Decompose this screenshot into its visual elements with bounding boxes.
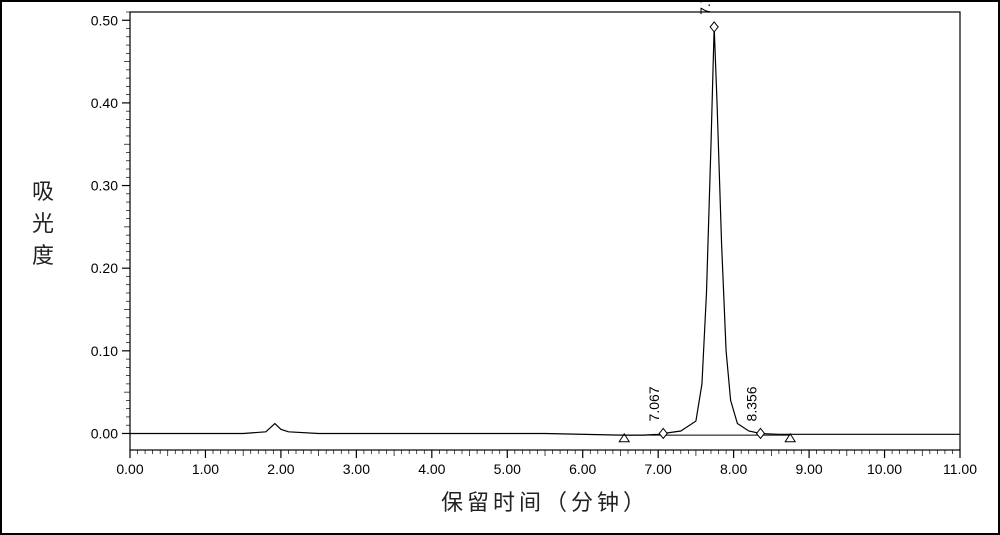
- svg-text:5.00: 5.00: [494, 461, 521, 477]
- svg-text:7.00: 7.00: [645, 461, 672, 477]
- svg-text:0.30: 0.30: [91, 178, 118, 194]
- svg-text:9.00: 9.00: [795, 461, 822, 477]
- svg-text:光: 光: [32, 211, 58, 236]
- svg-text:0.20: 0.20: [91, 260, 118, 276]
- peak-labels: 7.067 7.742 8.356: [646, 0, 764, 438]
- svg-text:度: 度: [32, 243, 58, 268]
- svg-text:8.00: 8.00: [720, 461, 747, 477]
- y-axis-minor-ticks: [124, 12, 130, 425]
- svg-text:7.742: 7.742: [697, 0, 713, 15]
- svg-text:4.00: 4.00: [418, 461, 445, 477]
- svg-text:10.00: 10.00: [867, 461, 902, 477]
- x-axis-minor-ticks: [138, 450, 953, 456]
- chromatogram-trace: [130, 27, 960, 435]
- svg-text:6.00: 6.00: [569, 461, 596, 477]
- svg-text:3.00: 3.00: [343, 461, 370, 477]
- svg-text:吸: 吸: [32, 179, 58, 204]
- svg-text:8.356: 8.356: [743, 386, 759, 421]
- svg-text:0.50: 0.50: [91, 12, 118, 28]
- svg-text:0.00: 0.00: [116, 461, 143, 477]
- svg-text:0.10: 0.10: [91, 343, 118, 359]
- svg-text:0.00: 0.00: [91, 425, 118, 441]
- chromatogram-chart: 0.00 1.00 2.00 3.00 4.00 5.00 6.00 7.00 8.00 9.00…: [0, 0, 1000, 535]
- x-axis-tick-labels: 0.00 1.00 2.00 3.00 4.00 5.00 6.00 7.00 8.00 9.00…: [116, 461, 977, 477]
- svg-text:2.00: 2.00: [267, 461, 294, 477]
- svg-text:7.067: 7.067: [646, 386, 662, 421]
- svg-text:0.40: 0.40: [91, 95, 118, 111]
- plot-box: [130, 12, 960, 450]
- y-axis-label: 吸光度: [32, 179, 58, 268]
- x-axis-label: 保留时间（分钟）: [441, 490, 649, 515]
- svg-text:1.00: 1.00: [192, 461, 219, 477]
- outer-border: [1, 1, 999, 534]
- svg-text:11.00: 11.00: [943, 461, 977, 477]
- y-axis-tick-labels: 0.00 0.10 0.20 0.30 0.40 0.50: [91, 12, 118, 441]
